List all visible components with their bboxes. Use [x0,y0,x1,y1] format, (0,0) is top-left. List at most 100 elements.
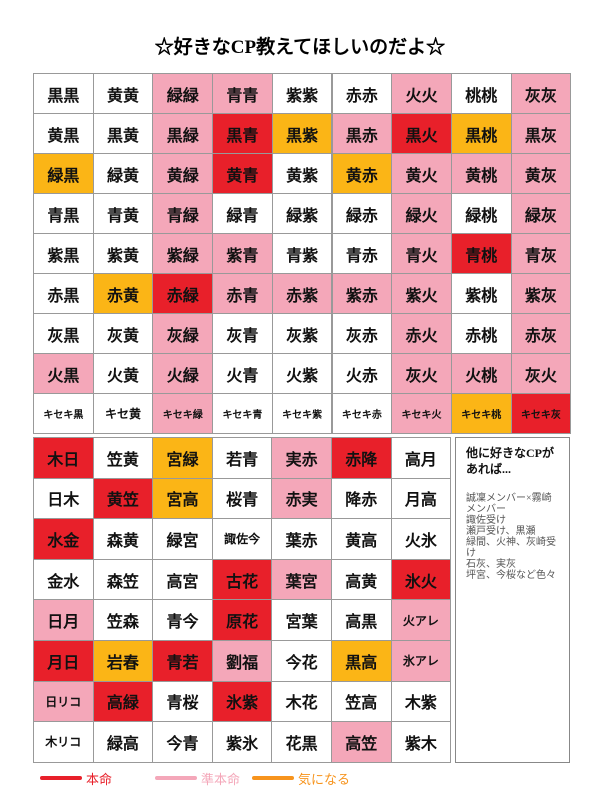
cp-cell: 緑宮 [152,518,213,560]
legend-swatch [40,776,82,780]
cp-cell: 高笠 [331,721,392,763]
cp-cell: 灰緑 [152,313,214,354]
title: ☆好きなCP教えてほしいのだよ☆ [154,37,446,58]
cp-cell: 日木 [33,477,94,520]
cp-cell: 青灰 [510,233,572,274]
cp-cell: 紫黄 [92,233,154,274]
cp-cell: 木日 [33,437,94,479]
cp-cell: 黄笠 [92,477,154,520]
cp-cell: 青若 [152,640,213,682]
cp-cell: 紫氷 [211,721,273,763]
cp-cell: 高黒 [331,599,392,641]
cp-cell: 高宮 [152,558,213,601]
cp-cell: 灰赤 [331,313,393,354]
cp-cell: 葉宮 [271,558,332,601]
cp-cell: 緑黒 [33,153,94,194]
legend-swatch [252,776,294,780]
cp-cell: 高黄 [331,558,392,601]
cp-cell: キセキ黒 [33,393,94,434]
note-line: 諏佐受け [466,515,506,527]
cp-cell: 黒高 [331,640,392,682]
cp-cell: キセ黄 [92,393,154,434]
cp-cell: 火赤 [331,353,393,394]
cp-cell: 青桜 [152,680,213,723]
note-line: 緑間、火神、灰崎受け [466,537,556,560]
cp-cell: 氷紫 [211,680,273,723]
note-line: 誠凜メンバー×霧崎メンバー [466,493,552,516]
cp-cell: 古花 [211,558,273,601]
cp-cell: 火黒 [33,353,94,394]
cp-cell: 黄高 [331,518,392,560]
cp-cell: 黄灰 [510,153,572,194]
cp-cell: 紫赤 [331,273,393,314]
cp-cell: 高月 [390,437,452,479]
cp-cell: 木紫 [390,680,452,723]
cp-cell: 青青 [212,73,273,114]
cp-cell: 劉福 [211,640,273,682]
cp-cell: 緑火 [391,193,452,234]
cp-cell: 水金 [33,518,94,560]
cp-cell: 黄桃 [450,153,512,194]
cp-cell: 赤実 [271,477,332,520]
cp-cell: キセキ紫 [271,393,333,434]
cp-cell: 実赤 [271,437,332,479]
cp-cell: 氷アレ [390,640,452,682]
cp-cell: 青紫 [271,233,333,274]
cp-cell: 黒桃 [450,113,512,154]
cp-cell: 黄緑 [152,153,214,194]
cp-cell: 月高 [390,477,452,520]
cp-cell: 紫桃 [450,273,512,314]
cp-cell: 黒黄 [92,113,154,154]
note-line: 坪宮、今桜など色々 [466,570,556,582]
cp-cell: 赤赤 [331,73,393,114]
note-line: 石灰、実灰 [466,559,516,571]
cp-cell: 灰火 [391,353,452,394]
note-heading: 他に好きなCPがあれば... [466,446,554,476]
cp-cell: 黒黒 [33,73,94,114]
cp-cell: 宮葉 [271,599,332,641]
cp-cell: 桃桃 [450,73,512,114]
cp-cell: 黄紫 [271,153,333,194]
cp-cell: 緑桃 [450,193,512,234]
cp-cell: 降赤 [331,477,392,520]
cp-cell: 黒緑 [152,113,214,154]
cp-cell: 黒灰 [510,113,572,154]
cp-cell: 今青 [152,721,213,763]
cp-cell: 紫青 [212,233,273,274]
cp-cell: 氷火 [390,558,452,601]
cp-cell: 原花 [211,599,273,641]
legend-label: 本命 [86,771,113,787]
cp-cell: 黄黄 [92,73,154,114]
cp-cell: 木リコ [33,721,94,763]
legend-swatch [155,776,197,780]
cp-cell: 紫灰 [510,273,572,314]
cp-cell: 青赤 [331,233,393,274]
legend-label: 準本命 [201,771,241,787]
cp-cell: 緑赤 [331,193,393,234]
cp-cell: 灰青 [212,313,273,354]
cp-cell: 赤火 [391,313,452,354]
cp-cell: 日月 [33,599,94,641]
cp-cell: 宮緑 [152,437,213,479]
cp-cell: キセキ緑 [152,393,214,434]
cp-cell: 火桃 [450,353,512,394]
cp-cell: 黄火 [391,153,452,194]
cp-cell: 緑緑 [152,73,214,114]
cp-cell: 青桃 [450,233,512,274]
cp-cell: 紫黒 [33,233,94,274]
legend-item: 準本命 [155,768,240,788]
cp-cell: 黒赤 [331,113,393,154]
cp-cell: 火氷 [390,518,452,560]
cp-cell: 赤紫 [271,273,333,314]
cp-cell: キセキ灰 [510,393,572,434]
cp-cell: 赤降 [331,437,392,479]
cp-cell: 赤黄 [92,273,154,314]
cp-cell: 笠高 [331,680,392,723]
cp-cell: 笠森 [92,599,154,641]
legend-label: 気になる [298,771,351,787]
legend-item: 気になる [252,768,350,788]
cp-cell: 灰灰 [510,73,572,114]
cp-cell: 岩春 [92,640,154,682]
cp-cell: 紫木 [390,721,452,763]
